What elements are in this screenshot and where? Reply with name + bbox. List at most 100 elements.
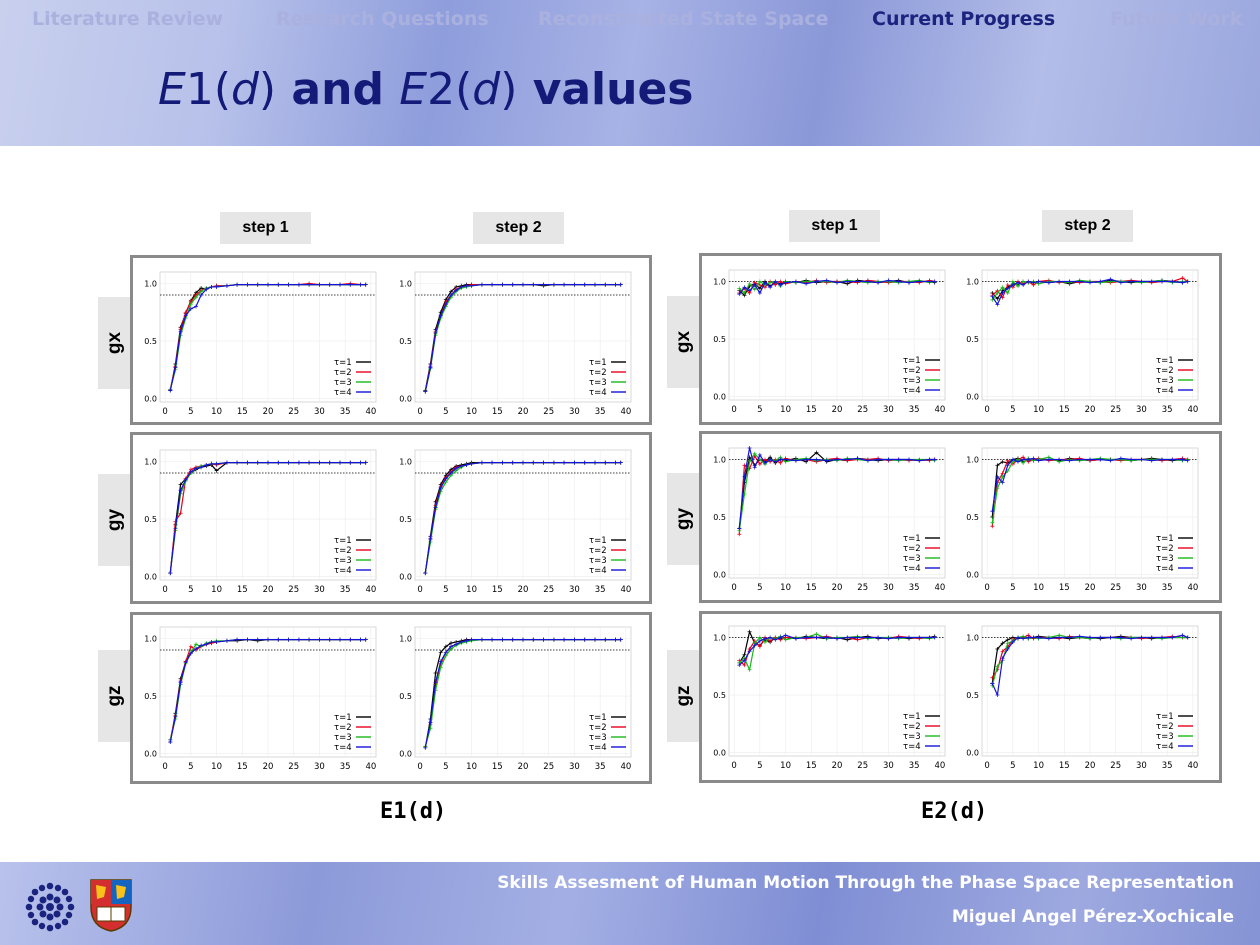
series-point-tau2 [1180, 276, 1185, 281]
series-point-tau4 [348, 460, 353, 465]
series-point-tau4 [1088, 635, 1092, 640]
chart-e1-gx-step2: 0 5 10 15 20 25 30 35 40 0.0 0.5 1.0 τ=1τ=2τ=3τ=4 [399, 271, 632, 417]
nav-literature-review[interactable]: Literature Review [32, 8, 224, 30]
nav-reconstructed-state-space[interactable]: Reconstructed State Space [538, 8, 829, 30]
series-point-tau4 [757, 638, 762, 643]
series-point-tau4 [438, 485, 443, 490]
series-point-tau4 [1010, 282, 1015, 287]
x-tick-label: 0 [162, 762, 167, 772]
y-tick-label: 0.5 [713, 513, 726, 522]
series-point-tau4 [183, 313, 188, 318]
y-tick-label: 1.0 [399, 635, 412, 644]
x-tick-label: 25 [1110, 405, 1121, 415]
series-point-tau2 [990, 524, 995, 529]
series-point-tau4 [286, 637, 291, 642]
legend-label-tau4: τ=4 [589, 566, 607, 576]
title-and: and [291, 64, 384, 115]
x-tick-label: 20 [263, 585, 274, 595]
series-point-tau2 [757, 282, 762, 287]
series-point-tau4 [896, 457, 901, 462]
series-point-tau4 [1021, 457, 1026, 462]
series-point-tau3 [1021, 279, 1026, 284]
series-point-tau4 [783, 457, 788, 462]
series-point-tau4 [204, 642, 209, 647]
series-point-tau1 [1000, 459, 1005, 464]
x-tick-label: 5 [443, 407, 448, 417]
series-point-tau4 [235, 460, 240, 465]
series-point-tau4 [824, 458, 829, 463]
x-tick-label: 40 [934, 761, 945, 771]
series-point-tau4 [199, 643, 204, 648]
nav-future-work[interactable]: Future Work [1110, 8, 1243, 30]
series-point-tau4 [990, 294, 995, 299]
y-tick-label: 0.5 [966, 335, 979, 344]
series-point-tau4 [763, 636, 767, 641]
y-tick-label: 0.0 [399, 573, 412, 582]
series-point-tau1 [443, 644, 448, 649]
series-point-tau4 [1046, 457, 1051, 462]
x-tick-label: 40 [620, 762, 631, 772]
x-tick-label: 30 [1136, 583, 1147, 593]
legend-label-tau2: τ=2 [334, 546, 352, 556]
series-point-tau4 [521, 460, 525, 465]
series-point-tau4 [173, 714, 178, 719]
x-tick-label: 40 [934, 405, 945, 415]
series-point-tau4 [603, 460, 608, 465]
series-point-tau4 [449, 293, 453, 298]
series-point-tau4 [459, 284, 464, 289]
series-point-tau4 [757, 291, 762, 296]
series-point-tau4 [593, 460, 597, 465]
legend-label-tau2: τ=2 [903, 366, 921, 376]
series-point-tau4 [433, 330, 438, 335]
series-point-tau4 [327, 637, 332, 642]
y-tick-label: 1.0 [399, 280, 412, 289]
series-point-tau4 [1180, 457, 1185, 462]
series-point-tau4 [793, 636, 798, 641]
x-tick-label: 10 [211, 762, 222, 772]
series-point-tau4 [855, 279, 860, 284]
series-point-tau4 [296, 637, 301, 642]
legend-label-tau3: τ=3 [589, 733, 607, 743]
series-point-tau4 [876, 280, 881, 285]
e1-caption: E1(d) [380, 799, 447, 824]
series-point-tau4 [296, 282, 301, 287]
series-point-tau4 [266, 282, 270, 287]
series-point-tau4 [778, 282, 783, 287]
series-point-tau4 [168, 388, 173, 393]
legend-label-tau1: τ=1 [589, 358, 607, 368]
y-tick-label: 0.0 [713, 393, 726, 402]
slide-header: Literature Review Research Questions Rec… [0, 0, 1260, 146]
x-tick-label: 40 [365, 585, 376, 595]
series-point-tau4 [1026, 635, 1031, 640]
legend-label-tau2: τ=2 [1156, 544, 1174, 554]
series-point-tau4 [438, 313, 443, 318]
x-tick-label: 20 [518, 585, 529, 595]
nav-current-progress[interactable]: Current Progress [872, 8, 1056, 30]
series-point-tau4 [927, 279, 932, 284]
title-values: values [532, 64, 694, 115]
chart-e2-gy-step2: 0 5 10 15 20 25 30 35 40 0.0 0.5 1.0 τ=1τ=2τ=3τ=4 [966, 447, 1199, 593]
x-tick-label: 35 [595, 407, 606, 417]
series-point-tau4 [296, 460, 301, 465]
legend-label-tau1: τ=1 [1156, 356, 1174, 366]
series-point-tau4 [423, 571, 428, 576]
x-tick-label: 5 [188, 585, 193, 595]
series-point-tau4 [510, 460, 515, 465]
series-point-tau3 [747, 281, 752, 286]
series-point-tau4 [1016, 280, 1020, 285]
legend-label-tau4: τ=4 [1156, 742, 1174, 752]
x-tick-label: 25 [288, 585, 299, 595]
title-e2-symbol: E [399, 64, 428, 115]
series-point-tau3 [1016, 284, 1020, 289]
series-point-tau4 [582, 282, 587, 287]
series-point-tau4 [183, 477, 188, 482]
x-tick-label: 35 [909, 761, 920, 771]
series-point-tau4 [855, 635, 860, 640]
series-point-tau4 [562, 637, 567, 642]
series-point-tau4 [995, 693, 1000, 698]
legend-label-tau3: τ=3 [903, 732, 921, 742]
x-tick-label: 5 [1010, 405, 1015, 415]
series-point-tau2 [990, 675, 995, 680]
nav-research-questions[interactable]: Research Questions [276, 8, 489, 30]
x-tick-label: 40 [934, 583, 945, 593]
